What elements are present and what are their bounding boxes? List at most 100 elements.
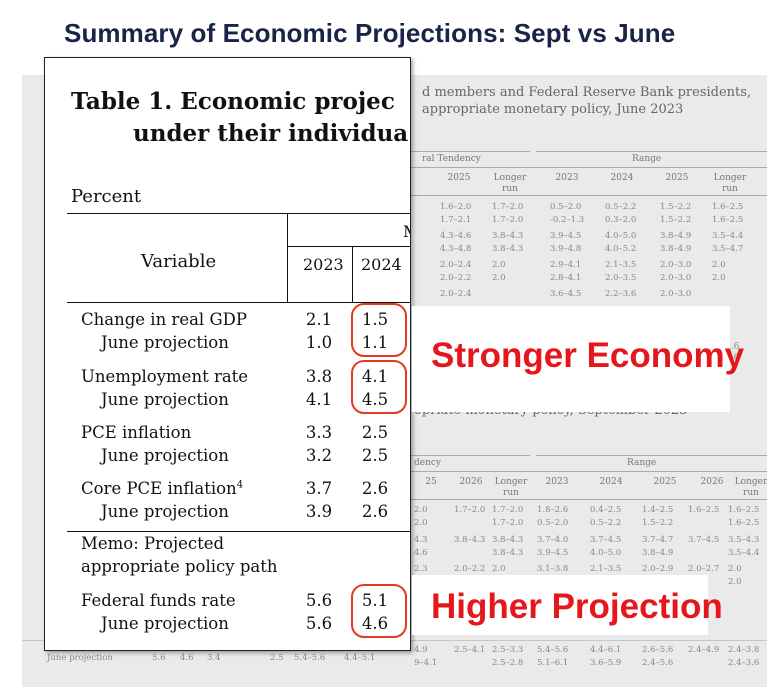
- bg-bottom-cell: 5.1–6.1: [537, 658, 569, 668]
- bg-bottom-cell: 2.0: [728, 577, 742, 587]
- memo-label-line1: Memo: Projected: [81, 534, 225, 553]
- bg-top-cell: 2.0–2.4: [440, 260, 472, 270]
- bg-bottom-last-cell: 4.4–5.1: [344, 653, 376, 663]
- year-header-2023: 2023: [303, 255, 344, 274]
- fed-funds-2024: 5.1: [361, 591, 389, 610]
- bg-bottom-cell: 0.5–2.0: [537, 518, 569, 528]
- bg-bottom-cell: 2.6–5.6: [642, 645, 674, 655]
- bg-bottom-cell: 3.8–4.9: [642, 548, 674, 558]
- bg-bottom-cell: 3.6–5.9: [590, 658, 622, 668]
- callout-stronger-economy: Stronger Economy: [431, 336, 745, 375]
- core-pce-2023: 3.7: [305, 479, 333, 498]
- year-header-2024: 2024: [361, 255, 402, 274]
- bg-top-cell: 2.0–3.0: [660, 273, 692, 283]
- bg-bottom-last-cell: 5.4–5.6: [294, 653, 326, 663]
- bg-bottom-cell: 2.0–2.7: [688, 564, 720, 574]
- bg-bottom-cell: 4.9: [414, 645, 428, 655]
- bg-top-cell: 3.8–4.3: [492, 244, 524, 254]
- bg-bottom-cell: 3.7–4.7: [642, 535, 674, 545]
- bg-bottom-cell: 3.8–4.3: [492, 535, 524, 545]
- bg-bottom-cell: 1.4–2.5: [642, 505, 674, 515]
- bg-top-cell: 2.1–3.5: [605, 260, 637, 270]
- bg-bottom-cell: 2.4–3.8: [728, 645, 760, 655]
- bg-bottom-year: Longer run: [734, 477, 767, 498]
- bg-bottom-last-cell: 5.6: [152, 653, 166, 663]
- bg-bottom-cell: 2.4–3.6: [728, 658, 760, 668]
- bg-bottom-cell: 2.4–4.9: [688, 645, 720, 655]
- bg-top-year: Longer run: [493, 173, 527, 194]
- row-sub-label: June projection: [101, 333, 229, 352]
- gdp-june-2023: 1.0: [305, 333, 333, 352]
- bg-top-cell: 2.0–3.0: [660, 289, 692, 299]
- core-pce-2024: 2.6: [361, 479, 389, 498]
- bg-top-cell: 3.9–4.8: [550, 244, 582, 254]
- bg-bottom-cell: 9–4.1: [414, 658, 438, 668]
- fed-funds-june-2024: 4.6: [361, 614, 389, 633]
- bg-top-cell: 2.0: [492, 273, 506, 283]
- bg-bottom-last-cell: 2.5: [270, 653, 284, 663]
- bg-top-range: Range: [632, 154, 662, 164]
- bg-bottom-cell: 4.4–6.1: [590, 645, 622, 655]
- bg-bottom-cell: 3.7–4.0: [537, 535, 569, 545]
- bg-bottom-cell: 1.6–2.5: [728, 505, 760, 515]
- table-rule: [67, 213, 410, 215]
- bg-bottom-cell: 1.7–2.0: [492, 518, 524, 528]
- unemp-2024: 4.1: [361, 367, 389, 386]
- bg-top-cell: 4.3–4.8: [440, 244, 472, 254]
- bg-top-cell: 3.9–4.5: [550, 231, 582, 241]
- bg-bottom-cell: 3.5–4.3: [728, 535, 760, 545]
- bg-bottom-cell: 1.7–2.0: [492, 505, 524, 515]
- bg-bottom-cell: 3.9–4.5: [537, 548, 569, 558]
- bg-top-title-line1: d members and Federal Reserve Bank presi…: [422, 85, 752, 100]
- row-label-core-pce: Core PCE inflation4: [81, 479, 244, 498]
- bg-top-cell: 1.5–2.2: [660, 202, 692, 212]
- bg-bottom-cell: 2.1–3.5: [590, 564, 622, 574]
- bg-top-year: 2025: [665, 173, 689, 183]
- row-sub-label: June projection: [101, 446, 229, 465]
- bg-top-cell: 3.6–4.5: [550, 289, 582, 299]
- fed-funds-2023: 5.6: [305, 591, 333, 610]
- bg-bottom-central-tendency: dency: [414, 458, 442, 468]
- slide-title: Summary of Economic Projections: Sept vs…: [64, 18, 676, 48]
- core-pce-june-2023: 3.9: [305, 502, 333, 521]
- bg-top-cell: 2.0: [712, 273, 726, 283]
- bg-bottom-cell: 2.4–5.6: [642, 658, 674, 668]
- variable-header: Variable: [141, 251, 217, 272]
- callout-higher-projection: Higher Projection: [431, 587, 723, 626]
- row-label-gdp: Change in real GDP: [81, 310, 247, 329]
- bg-bottom-cell: 0.5–2.2: [590, 518, 622, 528]
- table-title-line1: Table 1. Economic projec: [71, 88, 395, 115]
- bg-top-cell: 1.5–2.2: [660, 215, 692, 225]
- footnote-marker: 4: [236, 479, 244, 491]
- bg-top-cell: 3.5–4.7: [712, 244, 744, 254]
- bg-top-cell: 2.9–4.1: [550, 260, 582, 270]
- bg-bottom-year: 2025: [653, 477, 677, 487]
- bg-bottom-cell: 1.7–2.0: [454, 505, 486, 515]
- table-rule: [287, 213, 289, 303]
- table-title-line2: under their individua: [133, 120, 409, 147]
- callout-higher-background: [412, 575, 708, 635]
- row-label-unemployment: Unemployment rate: [81, 367, 249, 386]
- pce-2023: 3.3: [305, 423, 333, 442]
- bg-top-cell: 1.7–2.0: [492, 202, 524, 212]
- row-label-fed-funds: Federal funds rate: [81, 591, 236, 610]
- bg-bottom-cell: 4.6: [414, 548, 428, 558]
- bg-bottom-cell: 2.0: [728, 564, 742, 574]
- bg-top-cell: -0.2–1.3: [550, 215, 585, 225]
- bg-top-cell: 4.3–4.6: [440, 231, 472, 241]
- bg-top-cell: 2.0: [492, 260, 506, 270]
- table-rule: [67, 302, 410, 304]
- unemp-june-2024: 4.5: [361, 390, 389, 409]
- bg-top-cell: 0.5–2.2: [605, 202, 637, 212]
- bg-bottom-cell: 3.5–4.4: [728, 548, 760, 558]
- bg-bottom-cell: 3.7–4.5: [590, 535, 622, 545]
- percent-label: Percent: [71, 186, 142, 207]
- bg-bottom-year: 2026: [700, 477, 724, 487]
- bg-top-fragment: -3.6: [722, 353, 740, 363]
- bg-bottom-year: 25: [425, 477, 437, 487]
- bg-top-title-line2: appropriate monetary policy, June 2023: [422, 102, 684, 117]
- highlight-fed-funds-2024: [351, 584, 407, 638]
- memo-label-line2: appropriate policy path: [81, 557, 278, 576]
- row-sub-label: June projection: [101, 502, 229, 521]
- bg-top-cell: 0.5–2.0: [550, 202, 582, 212]
